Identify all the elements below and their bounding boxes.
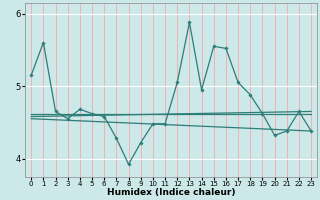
X-axis label: Humidex (Indice chaleur): Humidex (Indice chaleur) xyxy=(107,188,236,197)
